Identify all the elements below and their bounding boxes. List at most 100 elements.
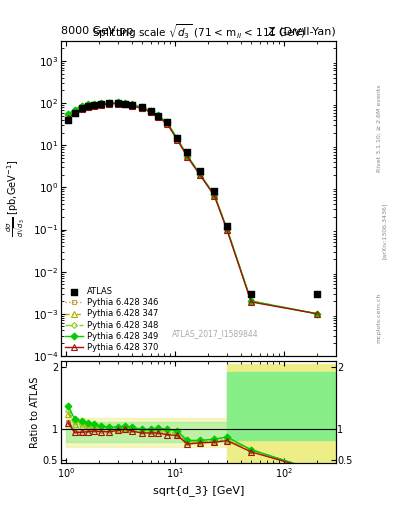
Pythia 6.428 346 xyxy=(140,105,145,111)
Pythia 6.428 348 xyxy=(165,120,170,126)
Pythia 6.428 346 xyxy=(198,172,202,178)
Pythia 6.428 346 xyxy=(185,153,190,159)
Pythia 6.428 346 xyxy=(123,101,128,107)
Pythia 6.428 346 xyxy=(99,101,103,108)
Pythia 6.428 347 xyxy=(140,104,145,111)
Pythia 6.428 346 xyxy=(249,298,253,304)
Line: Pythia 6.428 370: Pythia 6.428 370 xyxy=(66,101,320,316)
Pythia 6.428 348 xyxy=(249,298,253,304)
Pythia 6.428 347 xyxy=(116,100,120,106)
ATLAS xyxy=(72,109,78,117)
Pythia 6.428 370 xyxy=(165,121,170,127)
Pythia 6.428 348 xyxy=(185,153,190,159)
Pythia 6.428 347 xyxy=(249,298,253,304)
Pythia 6.428 370 xyxy=(212,193,217,199)
Pythia 6.428 349 xyxy=(123,100,128,106)
Pythia 6.428 347 xyxy=(149,109,153,115)
Pythia 6.428 349 xyxy=(116,99,120,105)
Pythia 6.428 346 xyxy=(314,311,319,317)
Pythia 6.428 347 xyxy=(212,192,217,198)
Pythia 6.428 348 xyxy=(129,102,134,108)
Pythia 6.428 346 xyxy=(72,110,77,116)
Pythia 6.428 348 xyxy=(79,103,84,109)
ATLAS xyxy=(98,100,104,108)
Pythia 6.428 349 xyxy=(66,111,71,117)
Pythia 6.428 346 xyxy=(149,109,153,115)
Pythia 6.428 347 xyxy=(225,226,230,232)
Pythia 6.428 348 xyxy=(72,107,77,113)
Pythia 6.428 346 xyxy=(156,114,160,120)
ATLAS xyxy=(155,112,161,120)
Pythia 6.428 349 xyxy=(198,171,202,177)
Y-axis label: $\frac{d\sigma}{d\sqrt{d_3}}$ [pb,GeV$^{-1}$]: $\frac{d\sigma}{d\sqrt{d_3}}$ [pb,GeV$^{… xyxy=(6,160,28,237)
ATLAS xyxy=(184,147,191,156)
Pythia 6.428 370 xyxy=(149,109,153,115)
Pythia 6.428 370 xyxy=(314,311,319,317)
X-axis label: sqrt{d_3} [GeV]: sqrt{d_3} [GeV] xyxy=(153,485,244,497)
Pythia 6.428 370 xyxy=(123,101,128,107)
ATLAS xyxy=(248,290,254,298)
ATLAS xyxy=(211,187,218,196)
Pythia 6.428 349 xyxy=(165,119,170,125)
Pythia 6.428 370 xyxy=(72,111,77,117)
Pythia 6.428 370 xyxy=(185,154,190,160)
Pythia 6.428 346 xyxy=(165,120,170,126)
Pythia 6.428 346 xyxy=(175,136,180,142)
Pythia 6.428 349 xyxy=(314,311,319,317)
Pythia 6.428 349 xyxy=(99,100,103,106)
Pythia 6.428 370 xyxy=(249,299,253,305)
ATLAS xyxy=(65,116,72,124)
ATLAS xyxy=(122,100,129,108)
ATLAS xyxy=(129,101,135,109)
ATLAS xyxy=(197,166,203,175)
Line: Pythia 6.428 346: Pythia 6.428 346 xyxy=(66,101,319,316)
Pythia 6.428 347 xyxy=(92,101,96,108)
Pythia 6.428 370 xyxy=(92,102,96,109)
Pythia 6.428 349 xyxy=(72,106,77,113)
Pythia 6.428 349 xyxy=(212,191,217,198)
Pythia 6.428 348 xyxy=(86,102,90,108)
Pythia 6.428 349 xyxy=(175,135,180,141)
Legend: ATLAS, Pythia 6.428 346, Pythia 6.428 347, Pythia 6.428 348, Pythia 6.428 349, P: ATLAS, Pythia 6.428 346, Pythia 6.428 34… xyxy=(65,287,158,352)
Pythia 6.428 346 xyxy=(212,192,217,198)
Pythia 6.428 348 xyxy=(156,113,160,119)
Pythia 6.428 349 xyxy=(129,101,134,108)
Pythia 6.428 347 xyxy=(175,136,180,142)
Text: ATLAS_2017_I1589844: ATLAS_2017_I1589844 xyxy=(172,329,258,338)
Pythia 6.428 347 xyxy=(156,113,160,119)
Pythia 6.428 348 xyxy=(66,112,71,118)
ATLAS xyxy=(115,99,121,107)
Pythia 6.428 349 xyxy=(156,113,160,119)
ATLAS xyxy=(148,107,154,115)
Pythia 6.428 370 xyxy=(116,100,120,106)
Pythia 6.428 347 xyxy=(129,102,134,108)
ATLAS xyxy=(91,101,97,109)
Pythia 6.428 349 xyxy=(185,153,190,159)
Pythia 6.428 370 xyxy=(175,137,180,143)
Pythia 6.428 370 xyxy=(198,172,202,178)
Pythia 6.428 349 xyxy=(107,99,112,105)
Line: Pythia 6.428 347: Pythia 6.428 347 xyxy=(66,100,320,316)
Text: mcplots.cern.ch: mcplots.cern.ch xyxy=(377,292,382,343)
ATLAS xyxy=(224,222,230,230)
Pythia 6.428 348 xyxy=(116,100,120,106)
Pythia 6.428 348 xyxy=(198,172,202,178)
Pythia 6.428 346 xyxy=(79,105,84,112)
Pythia 6.428 349 xyxy=(149,108,153,114)
Pythia 6.428 347 xyxy=(99,101,103,107)
Pythia 6.428 346 xyxy=(66,115,71,121)
Pythia 6.428 346 xyxy=(129,102,134,109)
Pythia 6.428 348 xyxy=(225,226,230,232)
Pythia 6.428 348 xyxy=(107,100,112,106)
Pythia 6.428 348 xyxy=(92,101,96,107)
Pythia 6.428 347 xyxy=(107,100,112,106)
Pythia 6.428 347 xyxy=(86,102,90,109)
Pythia 6.428 346 xyxy=(116,100,120,106)
Title: Splitting scale $\sqrt{d_3}$ (71 < m$_{ll}$ < 111 GeV): Splitting scale $\sqrt{d_3}$ (71 < m$_{l… xyxy=(92,22,305,41)
Pythia 6.428 370 xyxy=(129,102,134,109)
ATLAS xyxy=(164,118,171,126)
Pythia 6.428 347 xyxy=(79,104,84,110)
Pythia 6.428 347 xyxy=(198,172,202,178)
Pythia 6.428 348 xyxy=(99,100,103,106)
Pythia 6.428 349 xyxy=(86,101,90,108)
